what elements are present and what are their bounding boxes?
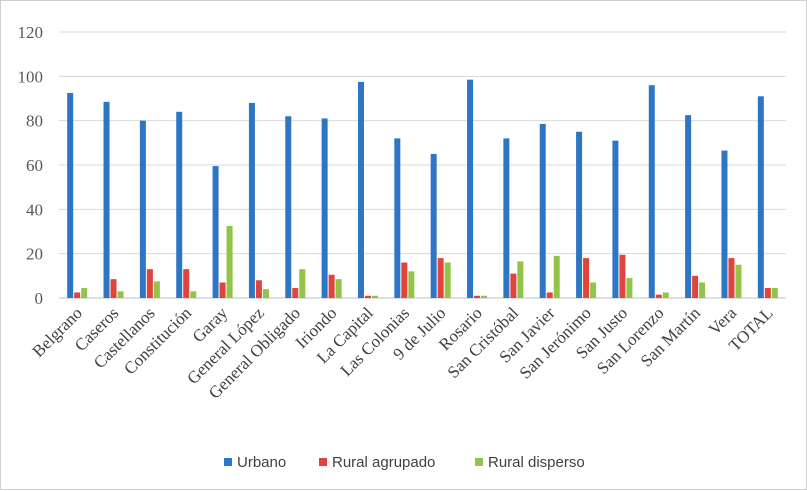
bar-rural-disperso — [771, 288, 778, 298]
bar-rural-disperso — [153, 281, 160, 298]
y-tick-label: 0 — [35, 289, 44, 308]
bar-urbano — [539, 123, 546, 298]
legend-label: Rural disperso — [488, 454, 585, 471]
bar-urbano — [394, 138, 401, 298]
bar-urbano — [103, 101, 110, 298]
bar-rural-agrupado — [764, 288, 771, 298]
bar-urbano — [67, 92, 74, 298]
bar-rural-agrupado — [655, 294, 662, 298]
bar-rural-disperso — [517, 261, 524, 298]
bar-rural-disperso — [335, 279, 342, 298]
bar-rural-agrupado — [401, 262, 408, 298]
gridlines — [59, 31, 786, 299]
bar-urbano — [176, 111, 183, 298]
bar-rural-agrupado — [619, 254, 626, 298]
bar-urbano — [648, 85, 655, 298]
bar-rural-disperso — [444, 262, 451, 298]
bar-rural-agrupado — [510, 273, 517, 298]
bar-urbano — [139, 120, 146, 299]
bar-rural-agrupado — [110, 279, 117, 298]
legend-swatch — [475, 458, 483, 466]
legend-swatch — [319, 458, 327, 466]
bar-rural-agrupado — [546, 292, 553, 298]
bar-urbano — [721, 150, 728, 298]
bar-rural-agrupado — [437, 258, 444, 298]
bar-rural-agrupado — [146, 269, 153, 298]
y-tick-label: 60 — [26, 156, 43, 175]
bar-urbano — [503, 138, 510, 298]
bar-urbano — [612, 140, 619, 298]
bar-rural-agrupado — [583, 258, 590, 298]
bar-rural-agrupado — [474, 295, 481, 298]
bar-urbano — [285, 116, 292, 298]
bar-rural-disperso — [590, 282, 597, 298]
bar-rural-agrupado — [692, 275, 699, 298]
bar-urbano — [685, 115, 692, 298]
bar-rural-disperso — [299, 269, 306, 298]
y-axis-ticks: 0 20 40 60 80 100 120 — [18, 23, 44, 308]
bar-urbano — [321, 118, 328, 298]
x-tick-label: Belgrano — [28, 303, 86, 361]
bar-rural-disperso — [553, 255, 560, 298]
bar-rural-disperso — [190, 291, 197, 298]
bar-rural-agrupado — [364, 295, 371, 298]
bar-rural-agrupado — [255, 280, 262, 298]
bar-rural-disperso — [481, 295, 488, 298]
bar-urbano — [576, 131, 583, 298]
legend-label: Urbano — [237, 454, 286, 471]
bar-rural-agrupado — [728, 258, 735, 298]
y-tick-label: 120 — [18, 23, 44, 42]
bar-rural-agrupado — [74, 292, 81, 298]
y-tick-label: 80 — [26, 112, 43, 131]
bar-urbano — [757, 96, 764, 299]
bar-rural-disperso — [408, 271, 415, 298]
legend-label: Rural agrupado — [332, 454, 435, 471]
bar-rural-disperso — [626, 278, 633, 298]
y-tick-label: 100 — [18, 67, 44, 86]
legend-swatch — [224, 458, 232, 466]
bar-urbano — [467, 79, 474, 299]
bar-rural-agrupado — [292, 288, 299, 298]
y-tick-label: 40 — [26, 200, 43, 219]
bars — [67, 79, 778, 299]
y-tick-label: 20 — [26, 245, 43, 264]
bar-urbano — [248, 102, 255, 298]
bar-rural-agrupado — [183, 269, 190, 298]
bar-rural-disperso — [699, 282, 706, 298]
bar-urbano — [212, 166, 219, 298]
bar-rural-disperso — [262, 289, 269, 298]
bar-urbano — [357, 81, 364, 298]
bar-rural-agrupado — [328, 274, 335, 298]
bar-rural-disperso — [117, 291, 124, 298]
bar-rural-disperso — [81, 288, 88, 298]
bar-rural-agrupado — [219, 282, 226, 298]
legend: Urbano Rural agrupado Rural disperso — [224, 454, 585, 471]
x-axis-ticks: BelgranoCaserosCastellanosConstituciónGa… — [28, 303, 776, 403]
bar-rural-disperso — [371, 295, 378, 298]
bar-rural-disperso — [226, 225, 233, 298]
bar-rural-disperso — [662, 292, 669, 298]
bar-rural-disperso — [735, 264, 742, 298]
bar-urbano — [430, 153, 437, 298]
